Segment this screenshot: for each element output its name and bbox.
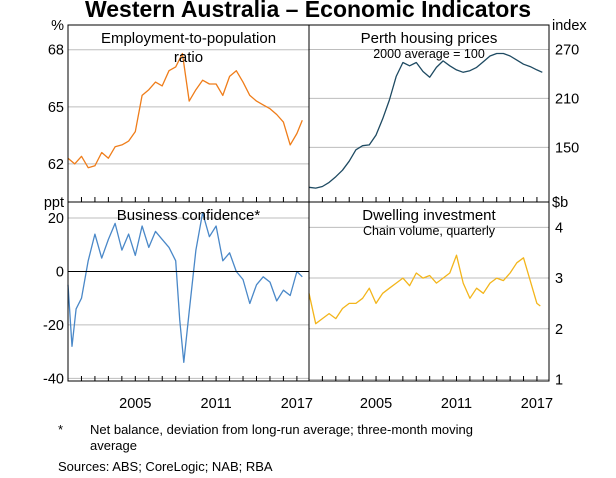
- x-tick-label: 2005: [119, 396, 151, 412]
- x-tick-label: 2011: [201, 396, 232, 412]
- footnote-line-2: average: [90, 438, 137, 453]
- panel-title: Employment-to-population: [101, 30, 276, 47]
- panel-title: ratio: [174, 49, 203, 66]
- y-tick-label: 270: [555, 42, 579, 58]
- unit-label: $b: [552, 195, 568, 211]
- x-tick-label: 2005: [360, 396, 392, 412]
- panel-subtitle: Chain volume, quarterly: [363, 224, 496, 238]
- y-tick-label: 20: [48, 211, 64, 227]
- y-tick-label: 65: [48, 100, 64, 116]
- y-tick-label: 62: [48, 157, 64, 173]
- y-tick-label: 150: [555, 140, 579, 156]
- y-tick-label: 2: [555, 322, 563, 338]
- panel-subtitle: 2000 average = 100: [373, 47, 485, 61]
- panel-title: Dwelling investment: [362, 207, 496, 224]
- y-tick-label: 210: [555, 91, 579, 107]
- unit-label: ppt: [44, 195, 64, 211]
- y-tick-label: -40: [43, 371, 64, 387]
- series-line: [67, 212, 303, 363]
- chart-title: Western Australia – Economic Indicators: [84, 0, 532, 22]
- x-tick-label: 2017: [521, 396, 553, 412]
- y-tick-label: 3: [555, 271, 563, 287]
- y-tick-label: 1: [555, 372, 563, 388]
- panel-title: Perth housing prices: [361, 30, 498, 47]
- footnote-line-1: Net balance, deviation from long-run ave…: [90, 422, 473, 437]
- y-tick-label: 4: [555, 220, 563, 236]
- x-tick-label: 2011: [441, 396, 472, 412]
- series-line: [308, 254, 541, 325]
- y-tick-label: -20: [43, 318, 64, 334]
- footnote-marker: *: [58, 422, 64, 437]
- panel-title: Business confidence*: [117, 207, 261, 224]
- sources-note: Sources: ABS; CoreLogic; NAB; RBA: [58, 459, 273, 474]
- y-tick-label: 0: [56, 264, 64, 280]
- x-tick-label: 2017: [281, 396, 313, 412]
- y-tick-label: 68: [48, 43, 64, 59]
- series-line: [308, 52, 543, 189]
- unit-label: %: [51, 18, 64, 34]
- series-line: [67, 52, 303, 169]
- unit-label: index: [552, 18, 587, 34]
